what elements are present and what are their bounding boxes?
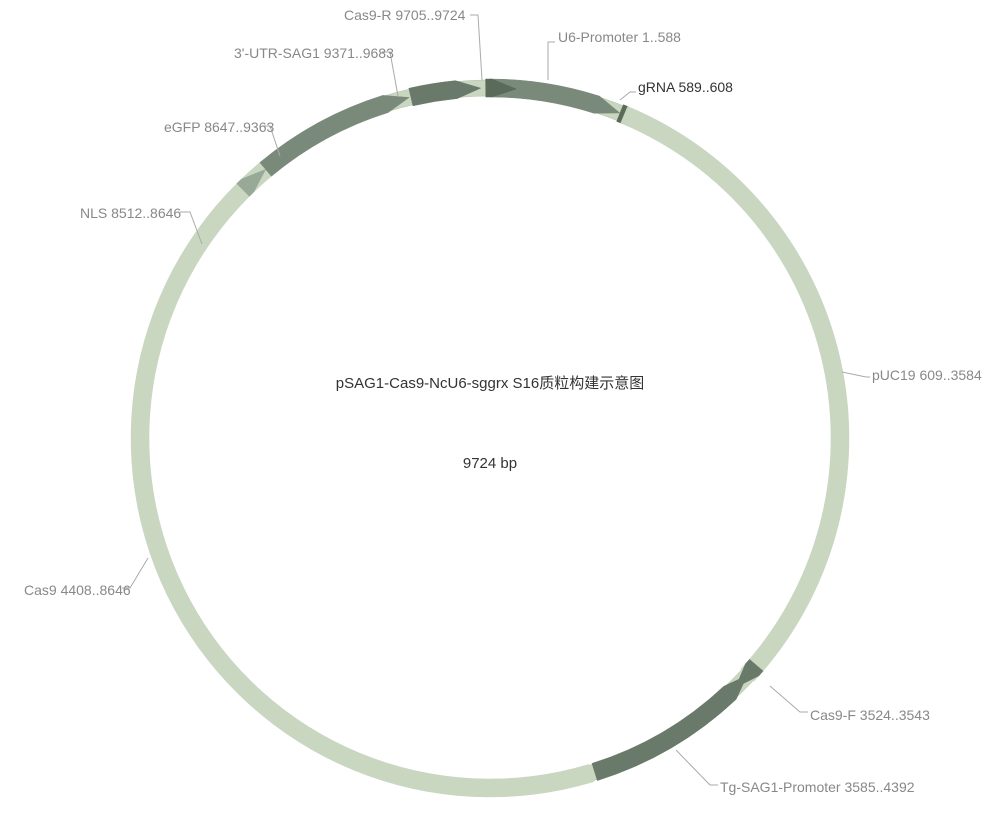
label-u6-promoter: U6-Promoter 1..588 xyxy=(558,29,681,45)
label-cas9-r: Cas9-R 9705..9724 xyxy=(344,7,466,23)
label-3-utr-sag1: 3'-UTR-SAG1 9371..9683 xyxy=(234,45,394,61)
label-tg-sag1-promoter: Tg-SAG1-Promoter 3585..4392 xyxy=(720,779,915,795)
leader-cas9-r xyxy=(470,15,482,80)
label-puc19: pUC19 609..3584 xyxy=(872,367,982,383)
leader-puc19 xyxy=(842,372,870,377)
label-cas9: Cas9 4408..8646 xyxy=(24,582,131,598)
feature-puc19 xyxy=(621,106,849,681)
leader-u6-promoter xyxy=(548,42,555,80)
label-egfp: eGFP 8647..9363 xyxy=(164,119,274,135)
label-nls: NLS 8512..8646 xyxy=(80,205,181,221)
leader-tg-sag1-promoter xyxy=(676,750,718,785)
feature-egfp xyxy=(260,95,409,176)
plasmid-map: U6-Promoter 1..588 gRNA 589..608 pUC19 609… xyxy=(0,0,1000,837)
label-cas9-f: Cas9-F 3524..3543 xyxy=(810,707,930,723)
feature-u6-promoter xyxy=(490,79,620,113)
feature-tg-sag1-promoter xyxy=(592,675,747,780)
feature-cas9 xyxy=(131,163,594,797)
label-grna: gRNA 589..608 xyxy=(638,79,733,95)
plasmid-title: pSAG1-Cas9-NcU6-sggrx S16质粒构建示意图 xyxy=(336,374,644,392)
plasmid-size: 9724 bp xyxy=(463,455,517,472)
leader-cas9-f xyxy=(770,686,808,712)
leader-grna xyxy=(620,92,636,100)
